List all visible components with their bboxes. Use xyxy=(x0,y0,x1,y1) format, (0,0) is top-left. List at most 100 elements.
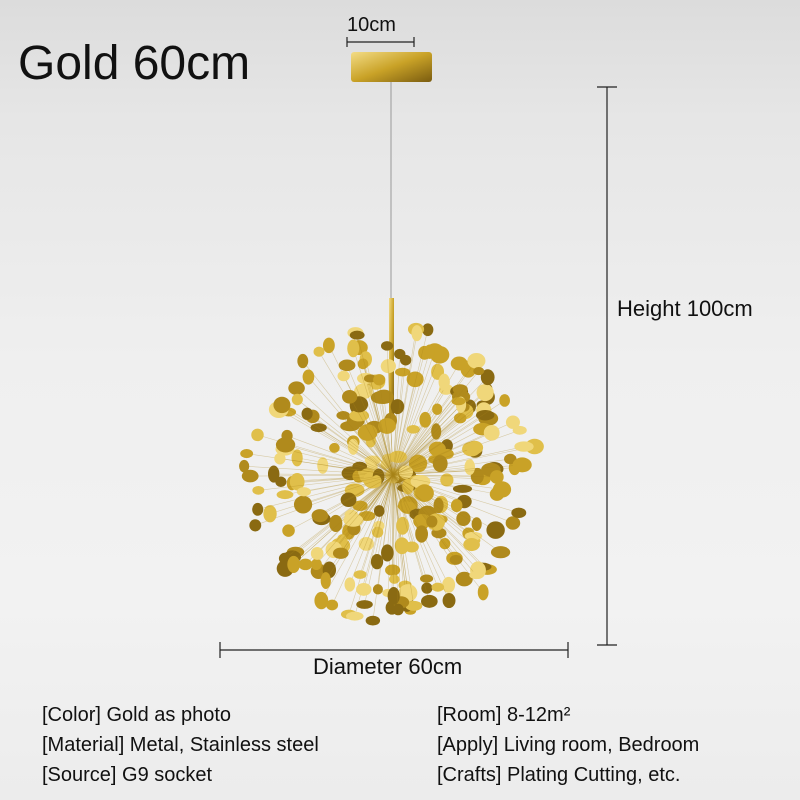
branch-wire xyxy=(291,474,394,558)
gold-leaf-disc xyxy=(455,571,473,587)
gold-leaf-disc xyxy=(421,594,438,608)
gold-leaf-disc xyxy=(378,418,396,434)
branch-wire xyxy=(392,360,406,476)
gold-leaf-disc xyxy=(343,513,364,527)
gold-leaf-disc xyxy=(398,465,413,479)
branch-wire xyxy=(365,378,394,476)
branch-wire xyxy=(392,333,418,476)
gold-leaf-disc xyxy=(395,367,411,377)
gold-leaf-disc xyxy=(298,558,313,571)
gold-leaf-disc xyxy=(466,440,484,455)
branch-wire xyxy=(392,392,486,476)
branch-wire xyxy=(325,474,394,581)
gold-leaf-disc xyxy=(450,499,463,513)
gold-leaf-disc xyxy=(329,442,340,453)
gold-leaf-disc xyxy=(373,374,386,386)
branch-wire xyxy=(346,365,394,476)
gold-leaf-disc xyxy=(353,570,367,579)
branch-wire xyxy=(392,474,439,588)
branch-wire xyxy=(378,474,394,526)
gold-leaf-disc xyxy=(467,352,486,369)
gold-leaf-disc xyxy=(389,574,400,584)
branch-wire xyxy=(380,397,394,476)
branch-wire xyxy=(302,474,394,505)
branch-wire xyxy=(392,474,497,478)
gold-leaf-disc xyxy=(349,409,370,422)
branch-wire xyxy=(356,335,394,476)
branch-wire xyxy=(359,474,394,575)
gold-leaf-disc xyxy=(291,449,303,467)
specs-right: [Room] 8-12m² [Apply] Living room, Bedro… xyxy=(437,700,699,790)
canopy-width-label: 10cm xyxy=(347,14,396,36)
gold-leaf-disc xyxy=(464,531,483,541)
gold-leaf-disc xyxy=(296,487,311,497)
gold-leaf-disc xyxy=(430,345,450,364)
gold-leaf-disc xyxy=(354,383,373,400)
branch-wire xyxy=(349,425,394,476)
gold-leaf-disc xyxy=(310,423,327,433)
gold-leaf-disc xyxy=(470,467,484,485)
gold-leaf-disc xyxy=(357,424,378,441)
gold-leaf-disc xyxy=(426,515,438,528)
gold-leaf-disc xyxy=(469,570,483,580)
gold-leaf-disc xyxy=(314,591,329,610)
gold-leaf-disc xyxy=(380,341,394,351)
diameter-dimension-line xyxy=(219,642,569,658)
branch-wire xyxy=(246,453,394,476)
branch-wire xyxy=(348,474,394,615)
branch-wire xyxy=(281,404,394,476)
branch-wire xyxy=(353,474,394,521)
gold-leaf-disc xyxy=(463,538,480,552)
branch-wire xyxy=(333,474,394,550)
product-title: Gold 60cm xyxy=(18,37,251,90)
gold-leaf-disc xyxy=(240,449,254,459)
gold-leaf-disc xyxy=(397,501,417,511)
branch-wire xyxy=(316,474,394,554)
gold-leaf-disc xyxy=(291,393,303,406)
gold-leaf-disc xyxy=(499,394,510,407)
branch-wire xyxy=(319,474,394,516)
branch-wire xyxy=(285,444,394,476)
gold-leaf-disc xyxy=(380,359,396,374)
gold-leaf-disc xyxy=(364,455,381,465)
ceiling-canopy xyxy=(351,52,432,82)
gold-leaf-disc xyxy=(420,574,434,583)
branch-wire xyxy=(383,396,394,476)
gold-leaf-disc xyxy=(404,541,419,553)
gold-leaf-disc xyxy=(251,428,264,442)
branch-wire xyxy=(392,447,475,476)
gold-leaf-disc xyxy=(405,600,423,611)
branch-wire xyxy=(366,474,394,517)
gold-leaf-disc xyxy=(297,353,309,369)
gold-leaf-disc xyxy=(415,484,434,502)
gold-leaf-disc xyxy=(511,507,527,519)
gold-leaf-disc xyxy=(489,487,505,501)
gold-leaf-disc xyxy=(289,473,305,491)
gold-leaf-disc xyxy=(442,592,456,609)
branch-wire xyxy=(377,474,394,590)
gold-leaf-disc xyxy=(311,509,329,523)
gold-leaf-disc xyxy=(475,409,495,421)
branch-wire xyxy=(392,432,492,476)
gold-leaf-disc xyxy=(313,346,325,357)
branch-wire xyxy=(392,474,428,514)
gold-leaf-disc xyxy=(442,576,456,593)
branch-wire xyxy=(352,348,394,476)
gold-leaf-disc xyxy=(433,497,444,514)
gold-leaf-disc xyxy=(439,538,451,550)
branch-wire xyxy=(392,377,488,476)
gold-leaf-disc xyxy=(406,371,424,388)
specs-left: [Color] Gold as photo [Material] Metal, … xyxy=(42,700,319,790)
gold-leaf-disc xyxy=(432,403,443,415)
gold-leaf-disc xyxy=(432,455,448,473)
branch-wire xyxy=(392,396,462,476)
branch-wire xyxy=(392,469,491,476)
gold-leaf-disc xyxy=(504,453,517,465)
branch-wire xyxy=(387,474,394,593)
gold-leaf-disc xyxy=(451,397,466,406)
gold-leaf-disc xyxy=(413,513,432,529)
gold-leaf-disc xyxy=(381,544,394,562)
gold-leaf-disc xyxy=(464,459,476,476)
gold-leaf-disc xyxy=(317,457,329,474)
